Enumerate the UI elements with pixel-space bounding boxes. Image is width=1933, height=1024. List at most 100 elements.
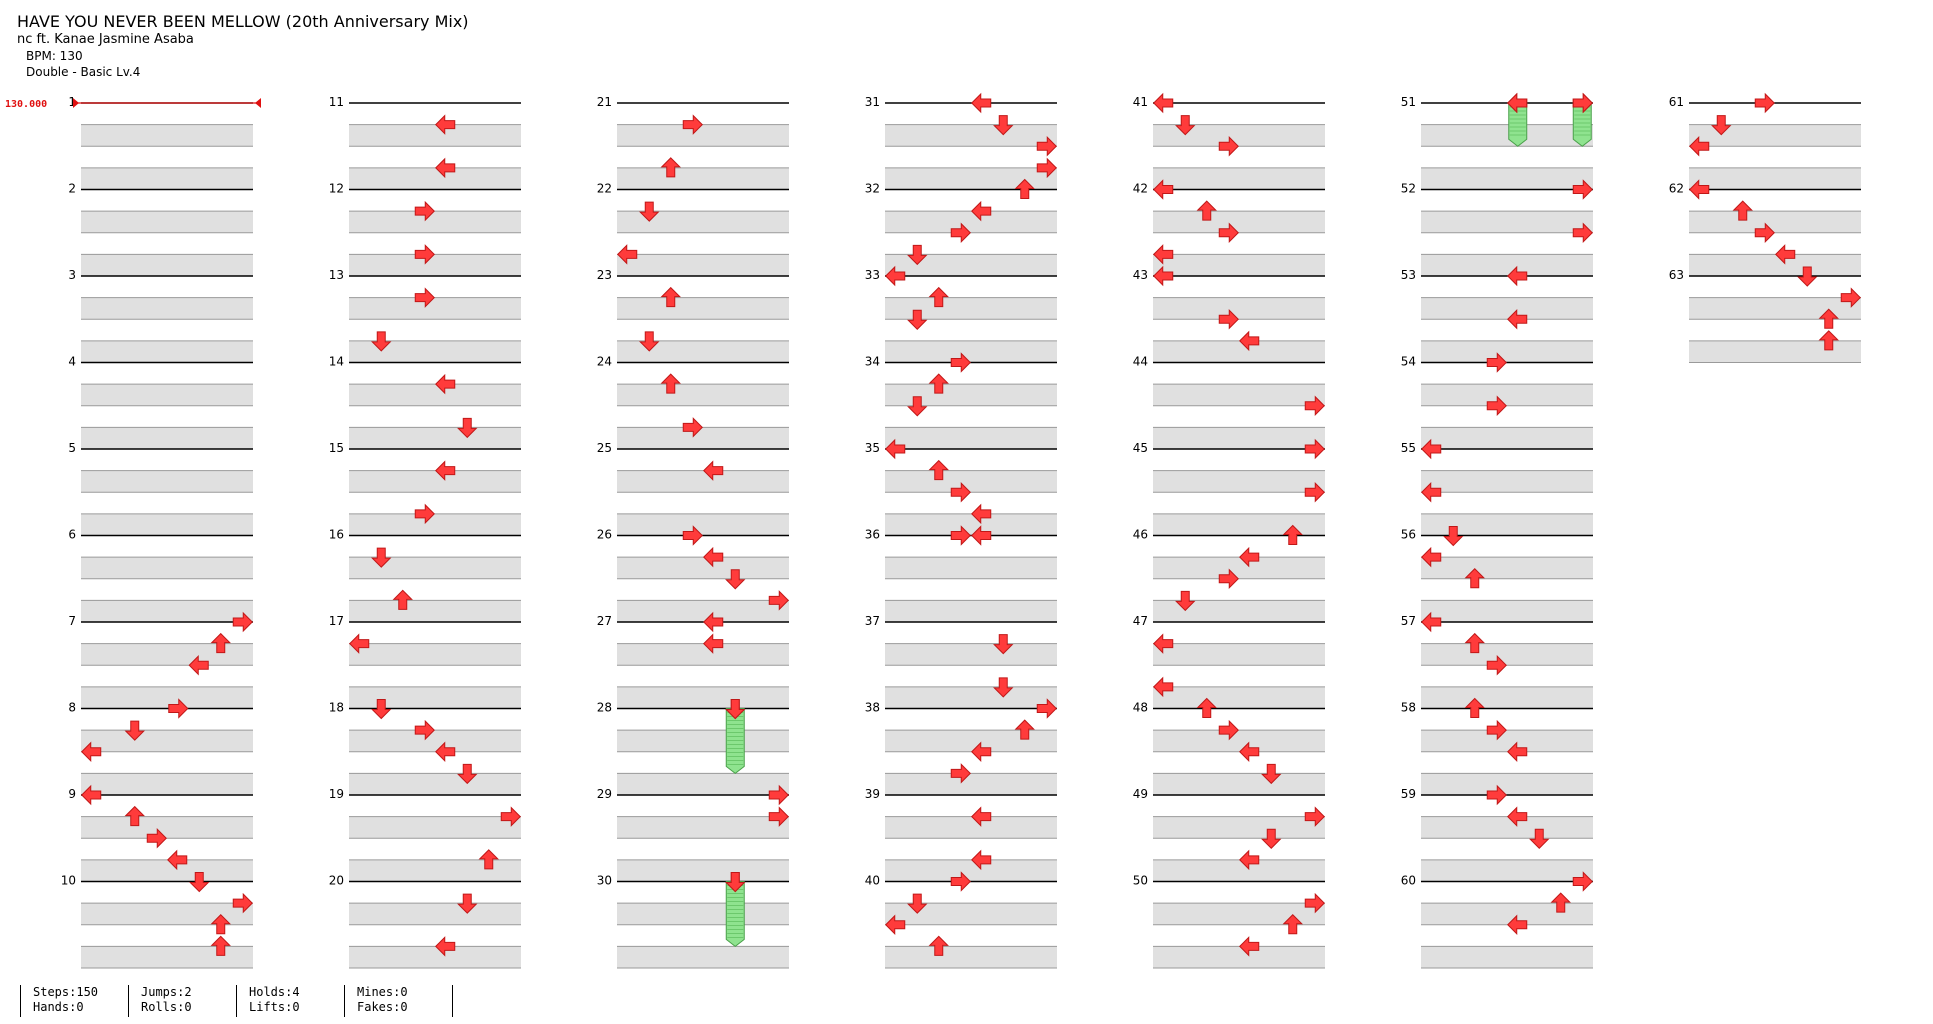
arrow-up-icon	[1464, 632, 1485, 654]
measure-number: 54	[1401, 355, 1416, 369]
measure-number: 24	[597, 355, 612, 369]
measure: 41	[1133, 95, 1325, 190]
beat-band	[349, 816, 521, 839]
beat-band	[1153, 211, 1325, 233]
arrow-left-icon	[1153, 633, 1174, 654]
beat-band	[349, 384, 521, 406]
arrow-right-icon	[414, 287, 435, 308]
measure-number: 9	[68, 787, 76, 801]
arrow-left-icon	[1239, 741, 1260, 762]
beat-band	[1421, 124, 1593, 147]
measure: 13	[329, 268, 521, 363]
measure: 21	[597, 95, 789, 190]
beat-band	[1421, 470, 1593, 493]
arrow-right-icon	[1218, 568, 1239, 589]
beat-band	[617, 384, 789, 406]
beat-band	[617, 946, 789, 968]
arrow-left-icon	[1239, 546, 1260, 568]
arrow-right-icon	[414, 503, 435, 525]
arrow-left-icon	[1239, 936, 1260, 957]
beat-band	[1421, 686, 1593, 709]
stat-value: Lifts:0	[249, 1000, 300, 1014]
measure: 33	[865, 268, 1057, 363]
arrow-down-icon	[1261, 828, 1282, 849]
beat-band	[885, 254, 1057, 276]
arrow-right-icon	[1486, 719, 1507, 741]
beat-band	[617, 773, 789, 795]
beat-band	[1153, 903, 1325, 925]
arrow-right-icon	[1486, 352, 1507, 373]
measure: 39	[865, 787, 1057, 882]
arrow-right-icon	[950, 222, 971, 243]
measure-number: 50	[1133, 874, 1148, 888]
beat-band	[349, 643, 521, 666]
arrow-up-icon	[1464, 568, 1485, 589]
arrow-up-icon	[392, 589, 413, 610]
arrow-up-icon	[210, 914, 231, 935]
measure: 40	[865, 874, 1057, 969]
arrow-right-icon	[168, 698, 189, 719]
beat-band	[1421, 427, 1593, 449]
measure-number: 4	[68, 355, 76, 369]
beat-band	[349, 730, 521, 752]
arrow-up-icon	[928, 373, 949, 394]
song-header: HAVE YOU NEVER BEEN MELLOW (20th Anniver…	[17, 12, 469, 80]
beat-band	[1153, 859, 1325, 882]
measure: 4	[68, 355, 253, 450]
measure: 49	[1133, 787, 1325, 882]
beat-band	[885, 513, 1057, 536]
measure-number: 13	[329, 268, 344, 282]
measure-number: 46	[1133, 528, 1148, 542]
arrow-right-icon	[1036, 698, 1057, 719]
arrow-left-icon	[971, 741, 992, 762]
arrow-right-icon	[682, 525, 703, 546]
arrow-up-icon	[1196, 200, 1217, 221]
arrow-down-icon	[639, 201, 660, 222]
beat-band	[1421, 167, 1593, 190]
arrow-up-icon	[1282, 524, 1303, 545]
arrow-down-icon	[1443, 526, 1464, 547]
arrow-right-icon	[1486, 655, 1507, 676]
measure: 29	[597, 787, 789, 882]
arrow-down-icon	[1175, 115, 1196, 136]
measure: 11	[329, 95, 521, 190]
measure-number: 7	[68, 614, 76, 628]
arrow-left-icon	[703, 633, 724, 654]
stat-divider	[452, 985, 453, 1017]
stat-value: Fakes:0	[357, 1000, 408, 1014]
arrow-right-icon	[950, 482, 971, 503]
beat-band	[1689, 254, 1861, 276]
measure: 1	[68, 95, 253, 190]
arrow-left-icon	[971, 849, 992, 871]
arrow-right-icon	[1754, 92, 1775, 114]
arrow-left-icon	[188, 655, 209, 676]
arrow-down-icon	[457, 893, 478, 914]
beat-band	[81, 773, 253, 795]
arrow-left-icon	[167, 849, 188, 871]
measure: 24	[597, 355, 789, 450]
arrow-right-icon	[1572, 179, 1593, 200]
arrow-up-icon	[1550, 892, 1571, 913]
beat-band	[1689, 167, 1861, 190]
measure: 36	[865, 528, 1057, 623]
beat-band	[1421, 946, 1593, 968]
stat-value: Holds:4	[249, 985, 300, 999]
beat-band	[885, 211, 1057, 233]
arrow-right-icon	[1486, 395, 1507, 416]
arrow-left-icon	[1153, 244, 1174, 265]
measure: 26	[597, 528, 789, 623]
arrow-left-icon	[971, 200, 992, 222]
arrow-left-icon	[885, 914, 906, 935]
arrow-right-icon	[146, 828, 167, 849]
beat-band	[617, 340, 789, 363]
arrow-right-icon	[1840, 287, 1861, 308]
beat-band	[81, 470, 253, 493]
arrow-left-icon	[703, 460, 724, 481]
measure: 46	[1133, 528, 1325, 623]
beat-band	[1421, 859, 1593, 882]
measure-number: 36	[865, 528, 880, 542]
arrow-down-icon	[907, 244, 928, 266]
arrow-down-icon	[1175, 590, 1196, 612]
arrow-left-icon	[1421, 546, 1442, 568]
